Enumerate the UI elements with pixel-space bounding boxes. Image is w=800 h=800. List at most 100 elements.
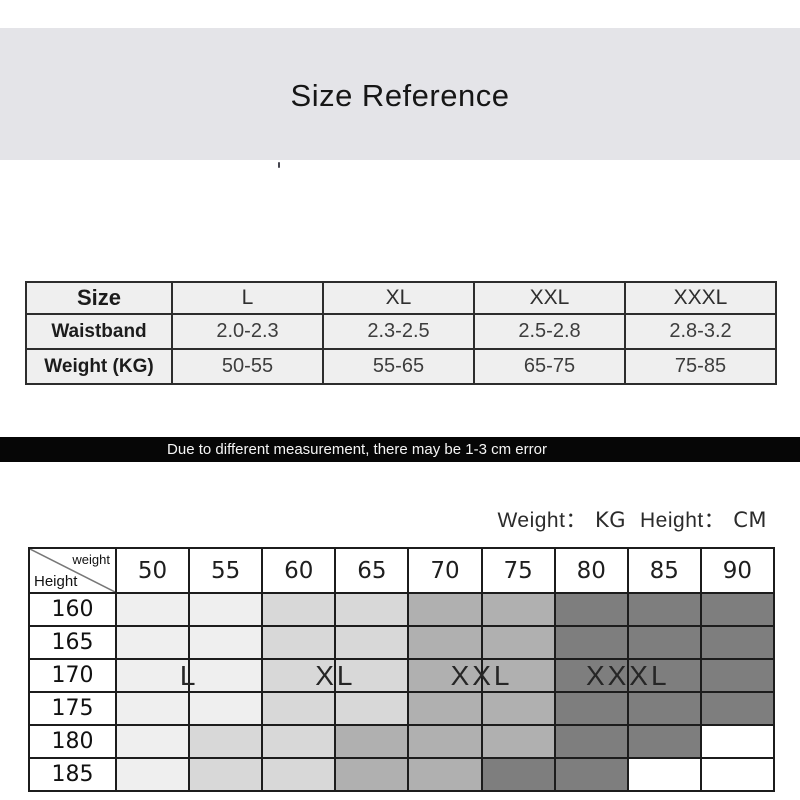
grid-zone-cell-l [116, 626, 190, 659]
grid-zone-cell-l [116, 725, 190, 758]
size-table-row-label: Weight (KG) [26, 349, 172, 384]
size-table-cell: 2.0-2.3 [172, 314, 323, 349]
height-row-label: 165 [29, 626, 116, 659]
grid-zone-cell-xxxl [554, 692, 628, 725]
page-title: Size Reference [290, 78, 510, 113]
grid-zone-cell-xxl [408, 659, 482, 692]
grid-zone-cell-xxl [408, 758, 482, 791]
grid-zone-cell-xl [335, 626, 409, 659]
weight-column-header: 75 [481, 548, 555, 593]
height-row-label: 175 [29, 692, 116, 725]
grid-zone-cell-xxxl [627, 626, 701, 659]
corner-height-label: Height [34, 573, 78, 590]
grid-zone-cell-xxl [335, 725, 409, 758]
grid-zone-cell-l [116, 593, 190, 626]
grid-zone-cell-xxxl [700, 626, 774, 659]
grid-zone-cell-xxxl [554, 626, 628, 659]
height-row-label: 160 [29, 593, 116, 626]
grid-zone-cell-none [627, 758, 701, 791]
grid-zone-cell-xl [335, 692, 409, 725]
grid-zone-cell-xxl [481, 593, 555, 626]
grid-zone-cell-l [189, 692, 263, 725]
grid-zone-cell-xxl [408, 593, 482, 626]
weight-unit-value: KG [594, 508, 626, 532]
grid-zone-cell-xxxl [627, 725, 701, 758]
grid-zone-cell-xxxl [700, 659, 774, 692]
size-table-cell: 55-65 [323, 349, 474, 384]
grid-corner-cell: weight Height [29, 548, 116, 593]
grid-zone-cell-xl [189, 758, 263, 791]
grid-zone-cell-xl [262, 758, 336, 791]
grid-zone-cell-xl [262, 725, 336, 758]
size-table-cell: 75-85 [625, 349, 776, 384]
weight-column-header: 80 [554, 548, 628, 593]
units-line: Weight： KG Height： CM [497, 504, 767, 534]
grid-zone-cell-xxxl [627, 692, 701, 725]
size-table-cell: 2.5-2.8 [474, 314, 625, 349]
height-row-label: 180 [29, 725, 116, 758]
size-table-cell: 2.3-2.5 [323, 314, 474, 349]
size-table-row-label: Waistband [26, 314, 172, 349]
grid-zone-cell-l [189, 659, 263, 692]
grid-zone-cell-l [116, 758, 190, 791]
grid-zone-cell-xxxl [700, 593, 774, 626]
grid-zone-cell-none [700, 758, 774, 791]
size-table-cell: 2.8-3.2 [625, 314, 776, 349]
weight-column-header: 60 [262, 548, 336, 593]
grid-zone-cell-xl [335, 659, 409, 692]
height-row-label: 170 [29, 659, 116, 692]
size-table-header-cell: XXXL [625, 282, 776, 314]
grid-zone-cell-xxxl [554, 758, 628, 791]
grid-zone-cell-xxxl [554, 659, 628, 692]
diagonal-divider [30, 549, 115, 592]
size-table-cell: 50-55 [172, 349, 323, 384]
weight-column-header: 70 [408, 548, 482, 593]
grid-zone-cell-l [116, 692, 190, 725]
grid-zone-cell-xxxl [554, 593, 628, 626]
grid-zone-cell-xxxl [627, 659, 701, 692]
title-banner: Size Reference [0, 28, 800, 168]
grid-zone-cell-xxl [408, 626, 482, 659]
weight-column-header: 90 [700, 548, 774, 593]
size-table-header-cell: XL [323, 282, 474, 314]
grid-zone-cell-l [189, 593, 263, 626]
grid-zone-cell-xxxl [554, 725, 628, 758]
notice-bar: Due to different measurement, there may … [0, 437, 800, 462]
grid-zone-cell-xxl [408, 725, 482, 758]
weight-unit-label: Weight： [497, 509, 587, 532]
grid-zone-cell-l [116, 659, 190, 692]
stray-mark [278, 162, 280, 168]
grid-zone-cell-xxxl [481, 758, 555, 791]
grid-zone-cell-xxxl [627, 593, 701, 626]
weight-column-header: 85 [627, 548, 701, 593]
grid-zone-cell-xl [189, 725, 263, 758]
grid-zone-cell-xl [262, 692, 336, 725]
weight-column-header: 65 [335, 548, 409, 593]
grid-zone-cell-xxl [408, 692, 482, 725]
size-reference-table: Size L XL XXL XXXL Waistband 2.0-2.3 2.3-2.5 2.5… [25, 281, 777, 385]
height-row-label: 185 [29, 758, 116, 791]
grid-zone-cell-xxl [481, 725, 555, 758]
grid-zone-cell-xl [262, 593, 336, 626]
grid-zone-cell-xxl [335, 758, 409, 791]
weight-column-header: 55 [189, 548, 263, 593]
grid-zone-cell-xxxl [700, 692, 774, 725]
height-unit-value: CM [733, 508, 767, 532]
grid-zone-cell-xl [335, 593, 409, 626]
weight-column-header: 50 [116, 548, 190, 593]
size-table-header-cell: L [172, 282, 323, 314]
grid-zone-cell-xxl [481, 659, 555, 692]
grid-zone-cell-xl [262, 659, 336, 692]
grid-zone-cell-none [700, 725, 774, 758]
height-unit-label: Height： [640, 509, 726, 532]
corner-weight-label: weight [72, 552, 110, 567]
height-weight-grid: weight Height 50 55 60 65 70 75 80 85 90 160 165 17… [28, 547, 775, 792]
grid-zone-cell-xxl [481, 692, 555, 725]
size-table-header-cell: XXL [474, 282, 625, 314]
grid-zone-cell-l [189, 626, 263, 659]
grid-zone-cell-xxl [481, 626, 555, 659]
size-table-header-label: Size [26, 282, 172, 314]
notice-text: Due to different measurement, there may … [167, 441, 547, 458]
grid-zone-cell-xl [262, 626, 336, 659]
